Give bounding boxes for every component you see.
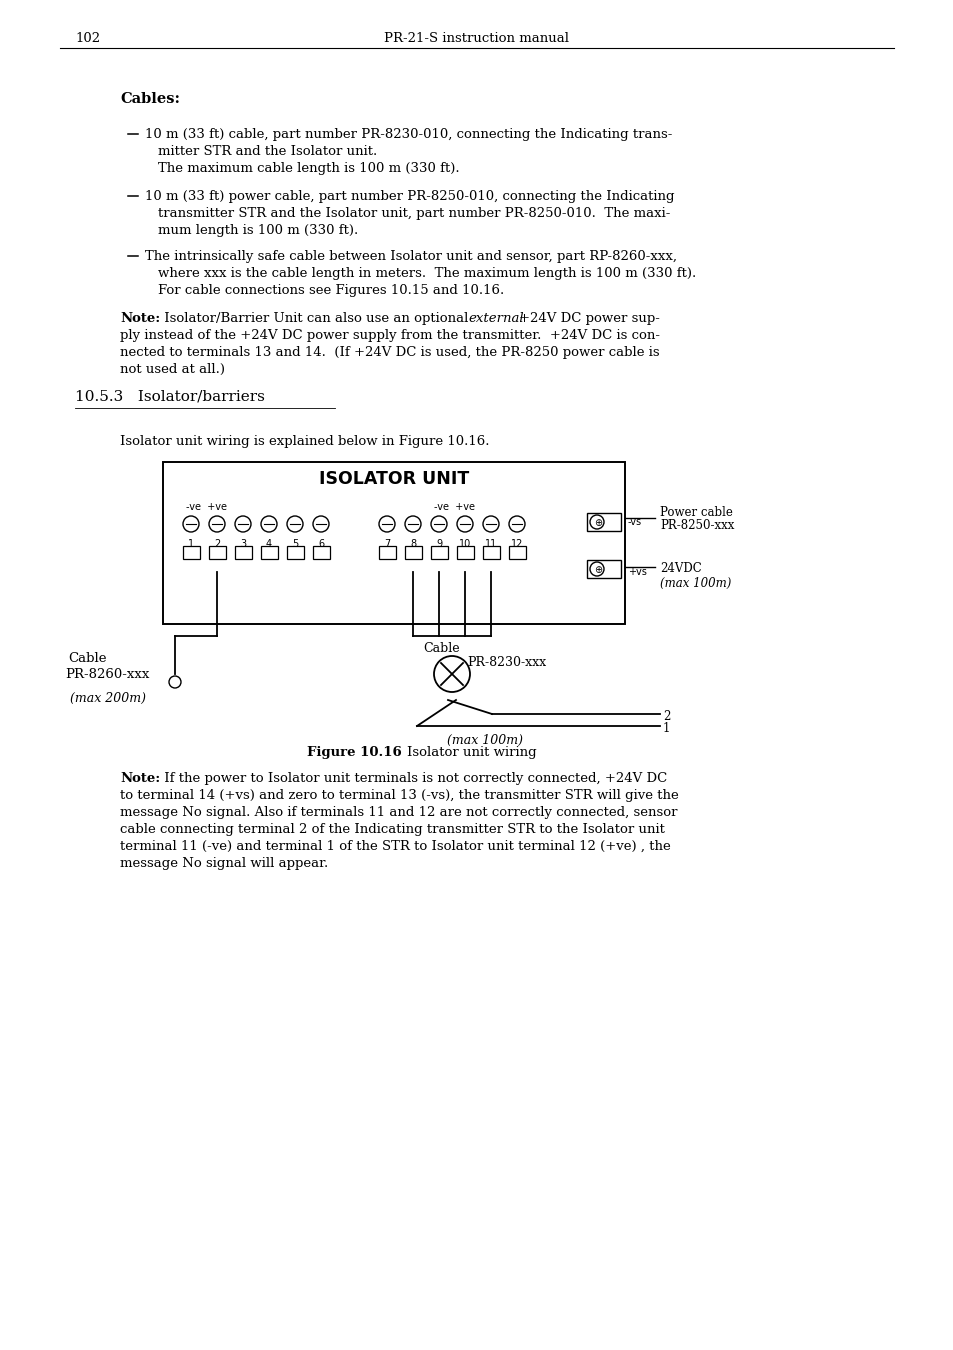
Text: 7: 7 bbox=[383, 539, 390, 549]
Text: mitter STR and the Isolator unit.: mitter STR and the Isolator unit. bbox=[158, 144, 376, 158]
Text: 5: 5 bbox=[292, 539, 297, 549]
Circle shape bbox=[234, 516, 251, 532]
Text: message No signal. Also if terminals 11 and 12 are not correctly connected, sens: message No signal. Also if terminals 11 … bbox=[120, 806, 677, 819]
Text: 1: 1 bbox=[662, 722, 670, 734]
Text: nected to terminals 13 and 14.  (If +24V DC is used, the PR-8250 power cable is: nected to terminals 13 and 14. (If +24V … bbox=[120, 346, 659, 359]
Bar bbox=[431, 545, 448, 559]
Bar bbox=[313, 545, 330, 559]
Circle shape bbox=[509, 516, 524, 532]
Text: Figure 10.16: Figure 10.16 bbox=[307, 747, 401, 759]
Text: Isolator unit wiring is explained below in Figure 10.16.: Isolator unit wiring is explained below … bbox=[120, 435, 489, 448]
Text: 24VDC: 24VDC bbox=[659, 562, 701, 575]
Text: The intrinsically safe cable between Isolator unit and sensor, part RP-8260-xxx,: The intrinsically safe cable between Iso… bbox=[145, 250, 677, 263]
Text: Isolator/Barrier Unit can also use an optional: Isolator/Barrier Unit can also use an op… bbox=[160, 312, 472, 325]
Bar bbox=[287, 545, 304, 559]
Bar bbox=[456, 545, 474, 559]
Text: Note:: Note: bbox=[120, 772, 160, 784]
Circle shape bbox=[405, 516, 420, 532]
Circle shape bbox=[482, 516, 498, 532]
Text: external: external bbox=[468, 312, 523, 325]
Circle shape bbox=[313, 516, 329, 532]
Text: 12: 12 bbox=[510, 539, 522, 549]
Text: 4: 4 bbox=[266, 539, 272, 549]
Text: to terminal 14 (+vs) and zero to terminal 13 (-vs), the transmitter STR will giv: to terminal 14 (+vs) and zero to termina… bbox=[120, 788, 678, 802]
Text: PR-8230-xxx: PR-8230-xxx bbox=[467, 656, 545, 670]
Bar bbox=[509, 545, 525, 559]
Text: Cable: Cable bbox=[68, 652, 107, 666]
Circle shape bbox=[378, 516, 395, 532]
Text: PR-8260-xxx: PR-8260-xxx bbox=[65, 668, 150, 680]
Text: 102: 102 bbox=[75, 32, 100, 45]
Text: 10.5.3   Isolator/barriers: 10.5.3 Isolator/barriers bbox=[75, 390, 265, 404]
Text: -ve  +ve: -ve +ve bbox=[186, 502, 227, 512]
Bar bbox=[586, 560, 620, 578]
Text: 11: 11 bbox=[484, 539, 497, 549]
Text: +24V DC power sup-: +24V DC power sup- bbox=[518, 312, 659, 325]
Circle shape bbox=[183, 516, 199, 532]
Circle shape bbox=[589, 562, 603, 576]
Text: (max 200m): (max 200m) bbox=[70, 693, 146, 705]
Bar bbox=[586, 513, 620, 531]
Circle shape bbox=[169, 676, 181, 688]
Bar bbox=[209, 545, 226, 559]
Text: ⊕: ⊕ bbox=[594, 518, 601, 528]
Text: 10 m (33 ft) cable, part number PR-8230-010, connecting the Indicating trans-: 10 m (33 ft) cable, part number PR-8230-… bbox=[145, 128, 672, 140]
Text: 9: 9 bbox=[436, 539, 441, 549]
Text: transmitter STR and the Isolator unit, part number PR-8250-010.  The maxi-: transmitter STR and the Isolator unit, p… bbox=[158, 207, 670, 220]
Text: 2: 2 bbox=[213, 539, 220, 549]
Text: -ve  +ve: -ve +ve bbox=[434, 502, 475, 512]
Bar bbox=[163, 462, 624, 624]
Circle shape bbox=[209, 516, 225, 532]
Text: mum length is 100 m (330 ft).: mum length is 100 m (330 ft). bbox=[158, 224, 358, 238]
Text: For cable connections see Figures 10.15 and 10.16.: For cable connections see Figures 10.15 … bbox=[158, 284, 504, 297]
Text: -vs: -vs bbox=[627, 517, 641, 526]
Text: 10: 10 bbox=[458, 539, 471, 549]
Text: 8: 8 bbox=[410, 539, 416, 549]
Text: not used at all.): not used at all.) bbox=[120, 363, 225, 377]
Bar bbox=[482, 545, 499, 559]
Text: Cable: Cable bbox=[423, 643, 460, 655]
Text: ISOLATOR UNIT: ISOLATOR UNIT bbox=[318, 470, 469, 487]
Text: If the power to Isolator unit terminals is not correctly connected, +24V DC: If the power to Isolator unit terminals … bbox=[160, 772, 666, 784]
Text: (max 100m): (max 100m) bbox=[659, 576, 731, 590]
Text: cable connecting terminal 2 of the Indicating transmitter STR to the Isolator un: cable connecting terminal 2 of the Indic… bbox=[120, 824, 664, 836]
Text: Note:: Note: bbox=[120, 312, 160, 325]
Bar bbox=[261, 545, 277, 559]
Bar bbox=[234, 545, 252, 559]
Text: PR-8250-xxx: PR-8250-xxx bbox=[659, 518, 734, 532]
Bar bbox=[378, 545, 395, 559]
Text: 10 m (33 ft) power cable, part number PR-8250-010, connecting the Indicating: 10 m (33 ft) power cable, part number PR… bbox=[145, 190, 674, 202]
Text: Isolator unit wiring: Isolator unit wiring bbox=[407, 747, 536, 759]
Text: PR-21-S instruction manual: PR-21-S instruction manual bbox=[384, 32, 569, 45]
Circle shape bbox=[287, 516, 303, 532]
Circle shape bbox=[434, 656, 470, 693]
Circle shape bbox=[431, 516, 447, 532]
Text: Power cable: Power cable bbox=[659, 506, 732, 518]
Circle shape bbox=[589, 514, 603, 529]
Text: (max 100m): (max 100m) bbox=[447, 734, 522, 747]
Text: 6: 6 bbox=[317, 539, 324, 549]
Text: +vs: +vs bbox=[627, 567, 646, 576]
Bar bbox=[183, 545, 200, 559]
Text: The maximum cable length is 100 m (330 ft).: The maximum cable length is 100 m (330 f… bbox=[158, 162, 459, 176]
Circle shape bbox=[456, 516, 473, 532]
Text: ply instead of the +24V DC power supply from the transmitter.  +24V DC is con-: ply instead of the +24V DC power supply … bbox=[120, 329, 659, 342]
Text: Cables:: Cables: bbox=[120, 92, 180, 107]
Text: message No signal will appear.: message No signal will appear. bbox=[120, 857, 328, 869]
Text: 1: 1 bbox=[188, 539, 193, 549]
Text: where xxx is the cable length in meters.  The maximum length is 100 m (330 ft).: where xxx is the cable length in meters.… bbox=[158, 267, 696, 279]
Text: 3: 3 bbox=[240, 539, 246, 549]
Circle shape bbox=[261, 516, 276, 532]
Bar bbox=[405, 545, 421, 559]
Text: 2: 2 bbox=[662, 710, 670, 724]
Text: ⊕: ⊕ bbox=[594, 566, 601, 575]
Text: terminal 11 (-ve) and terminal 1 of the STR to Isolator unit terminal 12 (+ve) ,: terminal 11 (-ve) and terminal 1 of the … bbox=[120, 840, 670, 853]
